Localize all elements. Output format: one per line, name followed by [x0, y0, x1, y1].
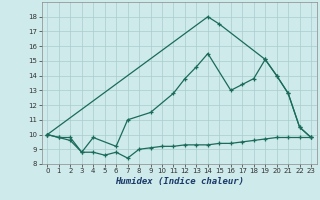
- X-axis label: Humidex (Indice chaleur): Humidex (Indice chaleur): [115, 177, 244, 186]
